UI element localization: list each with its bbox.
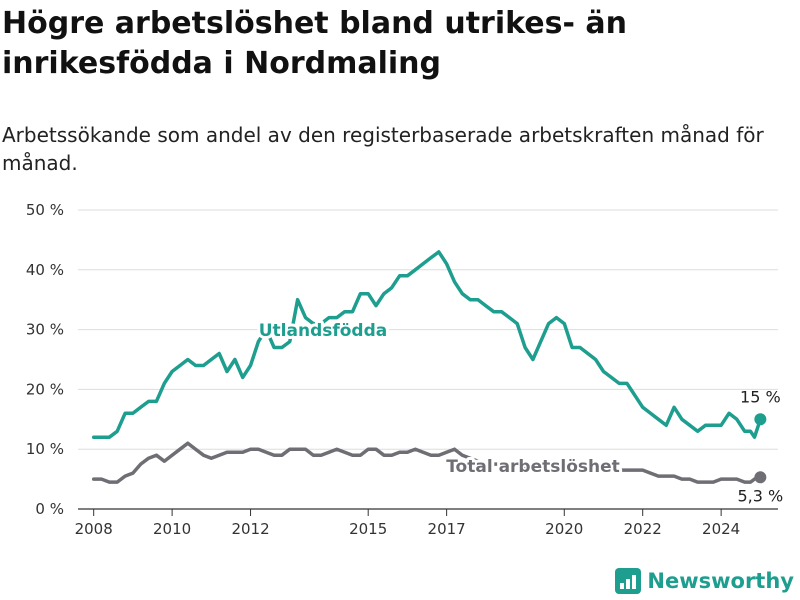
series-line-total — [91, 441, 763, 484]
series-lines — [91, 250, 767, 484]
series-line-utlandsfodda — [91, 250, 763, 439]
end-value-utlandsfodda: 15 % — [740, 387, 781, 406]
chart-title: Högre arbetslöshet bland utrikes- än inr… — [2, 6, 627, 81]
y-tick-label: 0 % — [35, 500, 64, 518]
x-tick-label: 2012 — [231, 520, 269, 538]
x-axis-ticks: 2008 2010 2012 2015 2017 2020 2022 2024 — [75, 509, 740, 538]
brand-name: Newsworthy — [647, 569, 794, 593]
newsworthy-logo-icon — [615, 568, 642, 594]
end-point-total — [754, 471, 767, 484]
x-tick-label: 2008 — [75, 520, 113, 538]
series-label-total: Total arbetslöshet — [446, 457, 620, 477]
y-tick-label: 50 % — [26, 201, 64, 219]
series-label-total-halo: Total arbetslöshet — [446, 457, 620, 477]
y-tick-label: 30 % — [26, 321, 64, 339]
x-tick-label: 2017 — [428, 520, 466, 538]
x-tick-label: 2020 — [545, 520, 583, 538]
y-tick-label: 20 % — [26, 380, 64, 398]
y-tick-label: 40 % — [26, 261, 64, 279]
y-tick-label: 10 % — [26, 440, 64, 458]
chart-subtitle: Arbetssökande som andel av den registerb… — [2, 123, 764, 175]
gridlines — [78, 209, 778, 510]
series-label-utlandsfodda: Utlandsfödda — [259, 321, 388, 341]
x-tick-label: 2024 — [702, 520, 740, 538]
brand: Newsworthy — [615, 568, 794, 594]
x-tick-label: 2022 — [624, 520, 662, 538]
x-tick-label: 2015 — [349, 520, 387, 538]
series-label-utlandsfodda-halo: Utlandsfödda — [259, 321, 388, 341]
y-axis-ticks: 0 % 10 % 20 % 30 % 40 % 50 % — [26, 201, 64, 518]
x-tick-label: 2010 — [153, 520, 191, 538]
end-value-total: 5,3 % — [737, 486, 783, 505]
end-point-utlandsfodda — [754, 413, 767, 426]
